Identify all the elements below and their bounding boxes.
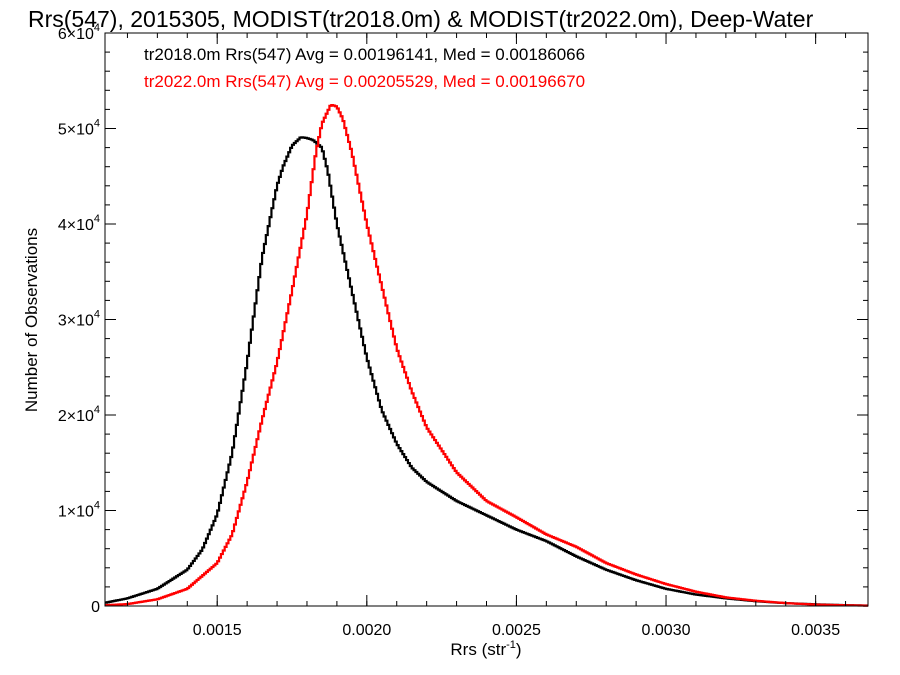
y-tick-label: 2×104	[58, 404, 100, 425]
y-tick-exponent: 4	[94, 500, 100, 512]
y-tick-exponent: 4	[94, 22, 100, 34]
y-tick-label: 0	[91, 599, 100, 616]
y-tick-mantissa: 6×10	[58, 26, 94, 43]
y-axis-label: Number of Observations	[22, 228, 41, 412]
annotation-1: tr2022.0m Rrs(547) Avg = 0.00205529, Med…	[144, 72, 585, 91]
y-tick-label: 1×104	[58, 500, 100, 521]
x-axis-label-main: Rrs (str	[450, 640, 506, 659]
y-tick-label: 6×104	[58, 22, 100, 43]
y-tick-label: 4×104	[58, 213, 100, 234]
y-tick-exponent: 4	[94, 118, 100, 130]
x-axis-label: Rrs (str-1)	[450, 639, 521, 659]
y-tick-label: 5×104	[58, 118, 100, 139]
chart-title: Rrs(547), 2015305, MODIST(tr2018.0m) & M…	[28, 6, 814, 32]
x-tick-label: 0.0030	[642, 622, 691, 639]
y-tick-mantissa: 2×10	[58, 408, 94, 425]
series-line-1	[105, 103, 868, 607]
y-tick-mantissa: 3×10	[58, 313, 94, 330]
y-tick-mantissa: 4×10	[58, 217, 94, 234]
y-tick-exponent: 4	[94, 213, 100, 225]
plot-area: 0.0015 0.0020 0.0025 0.0030 0.003501×1042×10…	[58, 22, 869, 639]
y-tick-mantissa: 1×10	[58, 504, 94, 521]
y-tick-mantissa: 0	[91, 599, 100, 616]
y-tick-exponent: 4	[94, 309, 100, 321]
y-tick-mantissa: 5×10	[58, 122, 94, 139]
x-axis-label-sup: -1	[506, 639, 516, 651]
y-tick-exponent: 4	[94, 404, 100, 416]
x-axis-label-end: )	[516, 640, 522, 659]
x-tick-label: 0.0025	[492, 622, 541, 639]
x-tick-label: 0.0020	[342, 622, 391, 639]
annotation-0: tr2018.0m Rrs(547) Avg = 0.00196141, Med…	[144, 45, 585, 64]
x-tick-label: 0.0015	[193, 622, 242, 639]
y-tick-label: 3×104	[58, 309, 100, 330]
x-tick-label: 0.0035	[791, 622, 840, 639]
